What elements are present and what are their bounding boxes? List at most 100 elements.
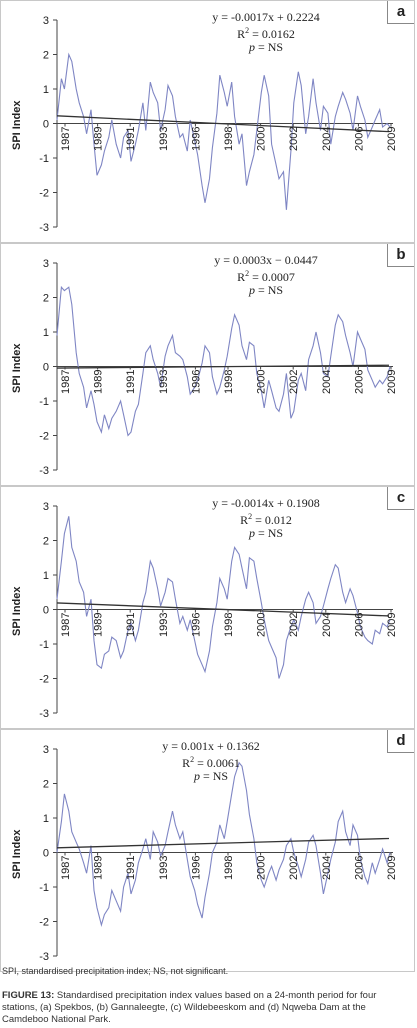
chart-svg: 3 2 1 0 -1 -2 -3 1987 1989 1991 1993 1996 1998 2000 20… [39, 744, 398, 963]
x-tick-label: 2006 [353, 127, 365, 151]
chart-panel-a: 3 2 1 0 -1 -2 -3 1987 1989 1991 1993 1996 1998 2000 20… [0, 0, 415, 243]
x-tick-label: 1993 [158, 856, 170, 880]
trend-line [56, 364, 390, 369]
x-tick-label: 2009 [386, 127, 398, 151]
panel-letter: b [387, 244, 414, 267]
y-tick-label: 2 [43, 536, 49, 548]
x-tick-label: 2004 [321, 127, 333, 151]
y-tick-label: 1 [43, 84, 49, 96]
x-tick-label: 2009 [386, 856, 398, 880]
spi-series-line [56, 761, 391, 927]
x-tick-label: 1998 [223, 370, 235, 394]
regression-stats: y = -0.0017x + 0.2224 R2 = 0.0162 p = NS [151, 11, 381, 54]
x-tick-label: 2000 [256, 856, 268, 880]
r-squared-value: 0.0162 [261, 27, 295, 41]
regression-equation: y = 0.0003x − 0.0447 [214, 253, 318, 267]
x-tick-label: 2006 [353, 370, 365, 394]
regression-stats: y = 0.001x + 0.1362 R2 = 0.0061 p = NS [96, 740, 326, 783]
caption-text: Standardised precipitation index values … [2, 990, 377, 1025]
y-axis-label: SPI Index [11, 828, 23, 879]
x-tick-label: 1991 [125, 127, 137, 151]
x-tick-label: 2009 [386, 370, 398, 394]
p-value-text: NS [212, 769, 229, 783]
abbreviation-note: SPI, standardised precipitation index; N… [2, 966, 229, 976]
x-tick-label: 1998 [223, 856, 235, 880]
x-tick-label: 2002 [288, 613, 300, 637]
x-tick-label: 1987 [60, 613, 72, 637]
x-tick-label: 2006 [353, 856, 365, 880]
r-squared: R2 = 0.012 [240, 512, 292, 527]
trend-line [56, 837, 390, 849]
y-axis-label: SPI Index [11, 585, 23, 636]
x-tick-label: 1989 [93, 856, 105, 880]
y-tick-label: -2 [39, 917, 49, 929]
x-tick-label: 1987 [60, 127, 72, 151]
p-value: p = NS [248, 526, 284, 540]
p-value-text: NS [267, 40, 284, 54]
x-tick-label: 1993 [158, 127, 170, 151]
x-tick-label: 2004 [321, 613, 333, 637]
y-tick-label: 3 [43, 744, 49, 756]
y-tick-label: -3 [39, 465, 49, 477]
y-tick-label: -1 [39, 396, 49, 408]
x-tick-label: 1991 [125, 856, 137, 880]
p-value-text: NS [267, 283, 284, 297]
x-tick-label: 1996 [190, 613, 202, 637]
x-tick-label: 2009 [386, 613, 398, 637]
r-squared-value: 0.0007 [261, 270, 295, 284]
r-squared: R2 = 0.0061 [182, 755, 240, 770]
y-tick-label: 1 [43, 327, 49, 339]
x-tick-label: 1998 [223, 613, 235, 637]
chart-panel-c: 3 2 1 0 -1 -2 -3 1987 1989 1991 1993 1996 1998 2000 20… [0, 486, 415, 729]
x-tick-label: 1993 [158, 370, 170, 394]
x-tick-label: 1993 [158, 613, 170, 637]
y-tick-label: -3 [39, 222, 49, 234]
x-tick-label: 1998 [223, 127, 235, 151]
trend-line [56, 602, 390, 617]
y-tick-label: -2 [39, 674, 49, 686]
y-tick-label: 1 [43, 570, 49, 582]
r-squared: R2 = 0.0162 [237, 26, 295, 41]
x-tick-label: 2002 [288, 370, 300, 394]
x-tick-label: 1989 [93, 127, 105, 151]
y-tick-label: 2 [43, 779, 49, 791]
panel-letter: d [387, 730, 414, 753]
x-tick-label: 2004 [321, 856, 333, 880]
x-tick-label: 1996 [190, 127, 202, 151]
x-tick-label: 1989 [93, 613, 105, 637]
x-tick-label: 2006 [353, 613, 365, 637]
spi-series-line [56, 285, 391, 437]
y-tick-label: -2 [39, 188, 49, 200]
p-value: p = NS [248, 283, 284, 297]
chart-svg: 3 2 1 0 -1 -2 -3 1987 1989 1991 1993 1996 1998 2000 20… [39, 258, 398, 477]
y-tick-label: 3 [43, 501, 49, 513]
x-tick-label: 2000 [256, 127, 268, 151]
chart-svg: 3 2 1 0 -1 -2 -3 1987 1989 1991 1993 1996 1998 2000 20… [39, 15, 398, 234]
regression-equation: y = -0.0017x + 0.2224 [212, 10, 320, 24]
spi-series-line [56, 516, 391, 679]
regression-stats: y = 0.0003x − 0.0447 R2 = 0.0007 p = NS [151, 254, 381, 297]
y-axis-label: SPI Index [11, 342, 23, 393]
y-axis-label: SPI Index [11, 99, 23, 150]
chart-svg: 3 2 1 0 -1 -2 -3 1987 1989 1991 1993 1996 1998 2000 20… [39, 501, 398, 720]
r-squared-value: 0.0061 [206, 756, 240, 770]
y-tick-label: -3 [39, 951, 49, 963]
trend-line [56, 115, 390, 133]
x-tick-label: 2004 [321, 370, 333, 394]
x-tick-label: 1991 [125, 613, 137, 637]
chart-panel-b: 3 2 1 0 -1 -2 -3 1987 1989 1991 1993 1996 1998 2000 20… [0, 243, 415, 486]
r-squared-value: 0.012 [264, 513, 292, 527]
x-tick-label: 2002 [288, 127, 300, 151]
chart-panel-d: 3 2 1 0 -1 -2 -3 1987 1989 1991 1993 1996 1998 2000 20… [0, 729, 415, 972]
p-value: p = NS [248, 40, 284, 54]
y-tick-label: -1 [39, 639, 49, 651]
y-tick-label: 0 [43, 605, 49, 617]
x-tick-label: 2000 [256, 613, 268, 637]
x-tick-label: 1996 [190, 370, 202, 394]
p-value-text: NS [267, 526, 284, 540]
y-tick-label: 2 [43, 50, 49, 62]
caption-label: FIGURE 13: [2, 990, 55, 1001]
y-tick-label: 0 [43, 848, 49, 860]
panel-letter: a [387, 1, 414, 24]
y-tick-label: -3 [39, 708, 49, 720]
